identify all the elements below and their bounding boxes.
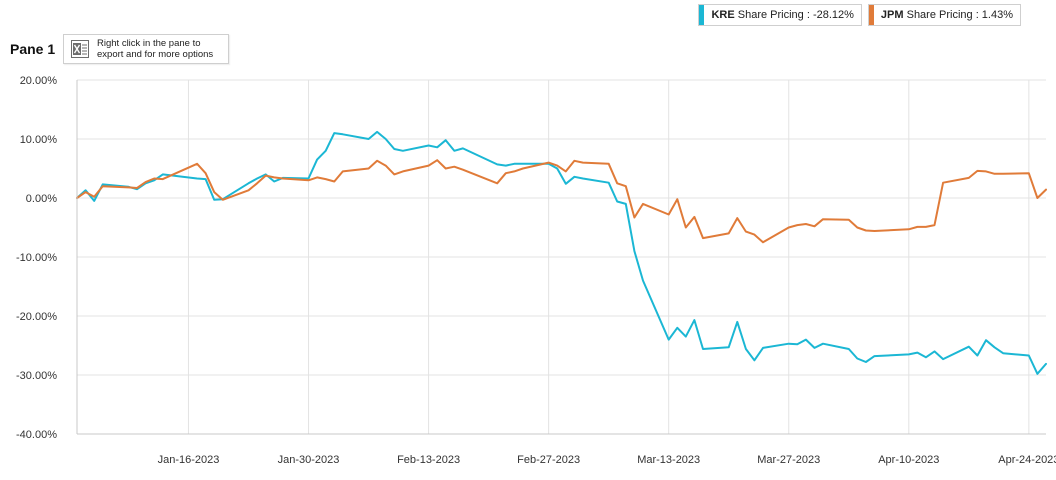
export-hint-line-1: Right click in the pane to (97, 38, 201, 49)
series-line-kre[interactable] (76, 130, 1047, 375)
y-tick-label: 0.00% (26, 193, 57, 205)
excel-export-icon[interactable] (71, 40, 89, 58)
legend-swatch-jpm (868, 5, 874, 25)
x-tick-label: Apr-24-2023 (998, 454, 1056, 466)
pane-title: Pane 1 (10, 41, 56, 57)
x-tick-label: Jan-16-2023 (158, 454, 220, 466)
x-tick-label: Feb-13-2023 (397, 454, 460, 466)
y-tick-label: 10.00% (20, 134, 58, 146)
legend-item-jpm[interactable]: JPM Share Pricing : 1.43% (867, 4, 1021, 26)
legend-ticker-jpm: JPM (880, 9, 904, 21)
export-hint-text: Right click in the pane to export and fo… (97, 38, 227, 60)
x-tick-label: Mar-13-2023 (637, 454, 700, 466)
chart-legend: KRE Share Pricing : -28.12% JPM Share Pr… (698, 4, 1021, 26)
legend-label-kre: KRE Share Pricing : -28.12% (711, 9, 853, 21)
legend-text-jpm: Share Pricing : 1.43% (903, 9, 1013, 21)
series-line-jpm[interactable] (76, 159, 1047, 244)
grid-layer (77, 79, 1046, 435)
export-hint-line-2: export and for more options (97, 49, 214, 60)
y-tick-label: 20.00% (20, 75, 58, 87)
legend-text-kre: Share Pricing : -28.12% (734, 9, 854, 21)
y-tick-label: -20.00% (16, 311, 57, 323)
x-tick-label: Mar-27-2023 (757, 454, 820, 466)
y-tick-label: -30.00% (16, 370, 57, 382)
legend-swatch-kre (699, 5, 705, 25)
legend-label-jpm: JPM Share Pricing : 1.43% (881, 9, 1013, 21)
y-tick-label: -10.00% (16, 252, 57, 264)
x-tick-label: Feb-27-2023 (517, 454, 580, 466)
legend-item-kre[interactable]: KRE Share Pricing : -28.12% (698, 4, 862, 26)
export-hint-box[interactable]: Right click in the pane to export and fo… (63, 34, 229, 64)
series-layer (76, 130, 1047, 375)
legend-ticker-kre: KRE (711, 9, 735, 21)
axis-layer: 20.00% 10.00% 0.00% -10.00% -20.00% -30.00% -4… (16, 75, 1056, 466)
x-tick-label: Jan-30-2023 (278, 454, 340, 466)
x-tick-label: Apr-10-2023 (878, 454, 939, 466)
y-tick-label: -40.00% (16, 429, 57, 441)
